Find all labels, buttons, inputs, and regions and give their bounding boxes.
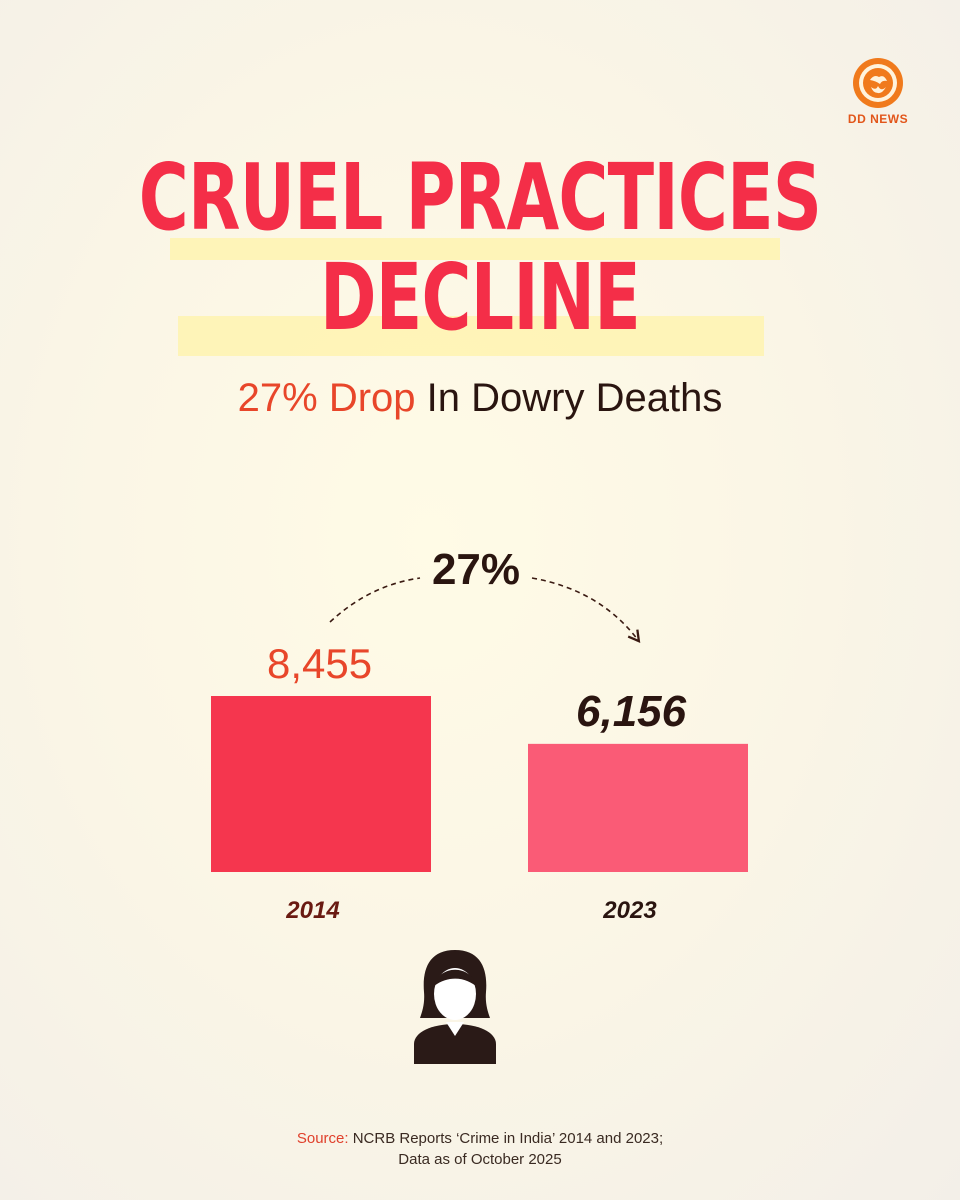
source-line-1: Source: NCRB Reports ‘Crime in India’ 20… bbox=[0, 1128, 960, 1149]
bar-chart: 8,455 2014 6,156 2023 27% bbox=[0, 0, 960, 960]
woman-icon bbox=[410, 948, 500, 1064]
value-label-2014: 8,455 bbox=[267, 640, 372, 687]
value-label-2023: 6,156 bbox=[576, 687, 687, 736]
bar-texture-2014 bbox=[211, 696, 431, 872]
bar-texture-2023 bbox=[528, 744, 748, 872]
source-label: Source: bbox=[297, 1130, 349, 1147]
change-arrow-tail bbox=[532, 578, 638, 640]
source-note: Source: NCRB Reports ‘Crime in India’ 20… bbox=[0, 1128, 960, 1170]
source-text: NCRB Reports ‘Crime in India’ 2014 and 2… bbox=[349, 1130, 664, 1147]
change-arrow bbox=[330, 578, 420, 622]
source-line-2: Data as of October 2025 bbox=[0, 1149, 960, 1170]
change-percent-label: 27% bbox=[432, 545, 520, 594]
category-label-2014: 2014 bbox=[285, 897, 339, 924]
category-label-2023: 2023 bbox=[602, 897, 657, 924]
